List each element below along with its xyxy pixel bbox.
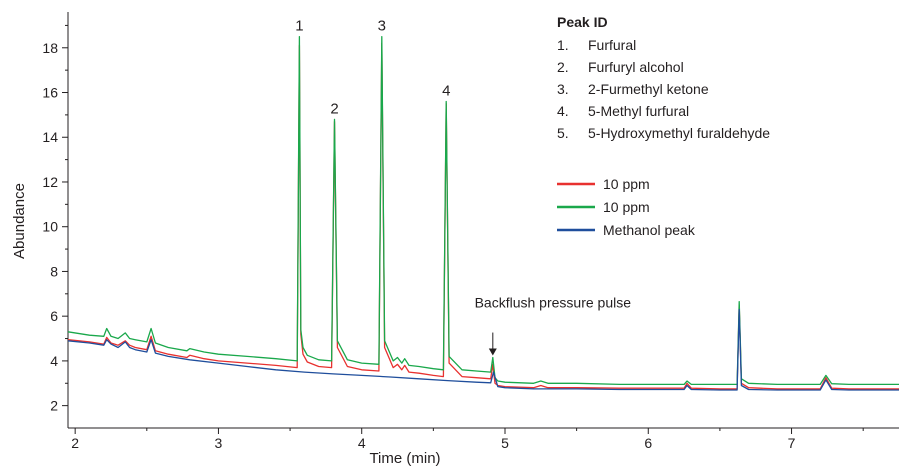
peak-id-name: 5-Methyl furfural <box>588 103 689 119</box>
x-tick-label: 6 <box>644 435 652 451</box>
peak-id-number: 3. <box>557 81 569 97</box>
y-axis-label: Abundance <box>11 183 28 259</box>
y-tick-label: 12 <box>42 174 58 190</box>
peak-id-number: 2. <box>557 59 569 75</box>
peak-id-number: 1. <box>557 37 569 53</box>
y-tick-label: 6 <box>50 308 58 324</box>
annotation-arrow-head <box>488 348 497 356</box>
axis-ticks: 2 3 4 5 6 7 2 4 6 8 10 12 14 16 18 <box>42 24 864 451</box>
peak-label: 1 <box>295 18 303 35</box>
y-tick-label: 8 <box>50 263 58 279</box>
x-tick-label: 5 <box>501 435 509 451</box>
peak-label: 4 <box>442 82 450 99</box>
x-tick-label: 4 <box>358 435 366 451</box>
legend-label: 10 ppm <box>603 199 650 215</box>
peak-id-number: 5. <box>557 125 569 141</box>
peak-id-list: Peak ID 1. Furfural 2. Furfuryl alcohol 3. 2-F… <box>557 14 770 141</box>
peak-label: 3 <box>378 18 386 35</box>
series-line-3 <box>67 308 899 391</box>
peak-id-name: 5-Hydroxymethyl furaldehyde <box>588 125 770 141</box>
series-lines <box>67 35 899 391</box>
y-tick-label: 18 <box>42 40 58 56</box>
axes <box>67 12 899 429</box>
series-line-1 <box>67 42 899 390</box>
y-tick-label: 4 <box>50 353 58 369</box>
peak-id-title: Peak ID <box>557 14 608 30</box>
x-tick-label: 7 <box>788 435 796 451</box>
backflush-annotation: Backflush pressure pulse <box>475 295 632 356</box>
peak-id-name: Furfural <box>588 37 636 53</box>
peak-label: 2 <box>330 100 338 117</box>
peak-labels: 1 2 3 4 <box>295 18 450 118</box>
peak-id-name: Furfuryl alcohol <box>588 59 684 75</box>
x-axis-label: Time (min) <box>369 450 440 467</box>
annotation-text: Backflush pressure pulse <box>475 295 632 311</box>
legend-label: 10 ppm <box>603 176 650 192</box>
y-tick-label: 2 <box>50 398 58 414</box>
legend-label: Methanol peak <box>603 222 696 238</box>
y-tick-label: 14 <box>42 129 58 145</box>
y-tick-label: 10 <box>42 219 58 235</box>
x-tick-label: 3 <box>215 435 223 451</box>
x-tick-label: 2 <box>71 435 79 451</box>
legend: 10 ppm 10 ppm Methanol peak <box>557 176 696 238</box>
peak-id-number: 4. <box>557 103 569 119</box>
y-tick-label: 16 <box>42 85 58 101</box>
series-line-2 <box>67 35 899 386</box>
peak-id-name: 2-Furmethyl ketone <box>588 81 709 97</box>
